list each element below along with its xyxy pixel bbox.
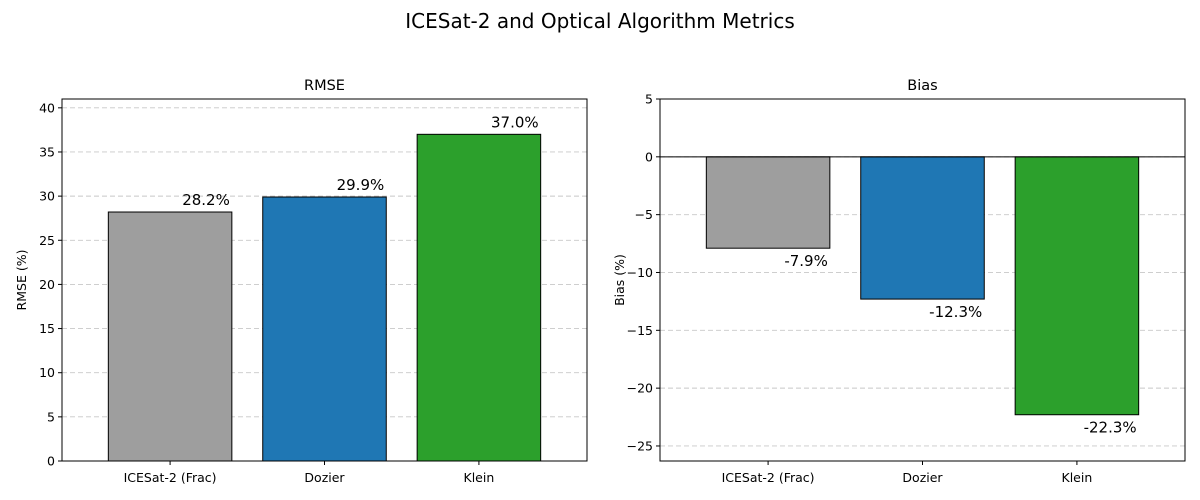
bias-x-tick-label: Dozier xyxy=(902,470,943,485)
rmse-bar-klein xyxy=(416,133,542,462)
rmse-x-tick-label: Dozier xyxy=(304,470,345,485)
bias-panel: Bias 5 0 −5 −10 −15 −20 −25 -7.9% ICESat-2 (Frac)… xyxy=(612,78,1186,485)
bias-data-label: -12.3% xyxy=(929,303,982,321)
bias-bar-icesat-2-frac xyxy=(705,156,831,249)
bias-axes-frame xyxy=(659,98,1186,462)
rmse-x-tick-label: Klein xyxy=(464,470,495,485)
rmse-y-tick-label: 25 xyxy=(39,233,55,248)
bias-y-tick-label: −10 xyxy=(627,265,653,280)
rmse-axes-frame xyxy=(61,98,588,462)
rmse-data-label: 37.0% xyxy=(491,113,539,131)
bias-x-tick-label: Klein xyxy=(1062,470,1093,485)
bias-panel-title: Bias xyxy=(907,78,937,94)
rmse-y-tick-label: 40 xyxy=(39,100,55,115)
rmse-bar-dozier xyxy=(262,196,387,462)
rmse-y-tick-label: 30 xyxy=(39,189,55,204)
rmse-y-tick-label: 0 xyxy=(47,454,55,469)
rmse-data-label: 28.2% xyxy=(182,191,230,209)
bias-bar-klein xyxy=(1014,156,1140,416)
bias-y-tick-label: −20 xyxy=(627,381,653,396)
bias-y-tick-label: −15 xyxy=(627,323,653,338)
bias-y-tick-label: 5 xyxy=(645,92,653,107)
rmse-y-axis-label: RMSE (%) xyxy=(14,250,29,311)
bias-bar-dozier xyxy=(860,156,985,300)
rmse-x-tick-label: ICESat-2 (Frac) xyxy=(124,470,217,485)
rmse-y-tick-label: 10 xyxy=(39,365,55,380)
rmse-panel: RMSE 0 5 10 15 20 25 30 35 40 28.2% ICESat-2 (Frac)… xyxy=(14,78,588,485)
bias-data-label: -22.3% xyxy=(1084,419,1137,437)
bias-y-axis-label: Bias (%) xyxy=(612,254,627,306)
figure-title: ICESat-2 and Optical Algorithm Metrics xyxy=(405,9,794,33)
rmse-data-label: 29.9% xyxy=(337,176,385,194)
bias-x-tick-label: ICESat-2 (Frac) xyxy=(722,470,815,485)
bias-y-tick-label: −25 xyxy=(627,438,653,453)
rmse-y-tick-label: 20 xyxy=(39,277,55,292)
bias-y-tick-label: −5 xyxy=(635,207,653,222)
rmse-y-tick-label: 5 xyxy=(47,409,55,424)
bias-data-label: -7.9% xyxy=(784,252,828,270)
rmse-panel-title: RMSE xyxy=(304,78,345,94)
bias-y-tick-label: 0 xyxy=(645,149,653,164)
rmse-y-tick-label: 15 xyxy=(39,321,55,336)
rmse-bar-icesat-2-frac xyxy=(107,211,233,462)
rmse-y-tick-label: 35 xyxy=(39,144,55,159)
